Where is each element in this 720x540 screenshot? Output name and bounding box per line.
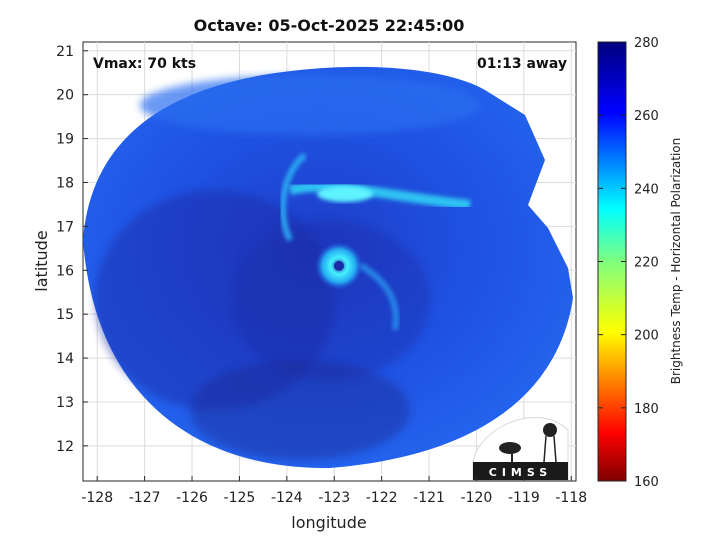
spiral-arm-west — [279, 152, 307, 242]
cold-region-south — [190, 360, 410, 460]
time-away-label: 01:13 away — [477, 56, 567, 72]
tower-leg-left — [543, 435, 547, 463]
cold-region-center — [230, 220, 430, 380]
satellite-dish-icon — [499, 442, 521, 454]
x-tick-label: -127 — [129, 490, 161, 506]
y-tick-label: 20 — [56, 88, 74, 104]
x-tick-label: -119 — [508, 490, 540, 506]
storm-eye — [333, 260, 344, 271]
colorbar-tick-label: 220 — [634, 256, 659, 271]
colorbar-tick-label: 260 — [634, 109, 659, 124]
colorbar-tick-label: 160 — [634, 475, 659, 490]
y-axis-label: latitude — [32, 230, 51, 291]
spiral-arm-east — [358, 262, 399, 331]
warm-band-north — [140, 75, 480, 135]
x-tick-label: -125 — [224, 490, 256, 506]
x-tick-label: -121 — [413, 490, 445, 506]
x-tick-label: -124 — [271, 490, 303, 506]
y-tick-label: 13 — [56, 395, 74, 411]
tower-leg-right — [553, 435, 557, 463]
x-tick-label: -128 — [81, 490, 113, 506]
radar-dome-icon — [543, 423, 557, 437]
y-tick-label: 19 — [56, 132, 74, 148]
satellite-swath — [83, 66, 573, 469]
x-tick-label: -123 — [318, 490, 350, 506]
colorbar-tick-label: 180 — [634, 402, 659, 417]
colorbar: 160 180 200 220 240 260 280 Brightness Temp - … — [597, 36, 683, 490]
y-axis-ticks: 12 13 14 15 16 17 18 19 20 21 — [56, 44, 88, 455]
colorbar-label: Brightness Temp - Horizontal Polarizatio… — [669, 138, 683, 385]
y-tick-label: 15 — [56, 307, 74, 323]
y-tick-label: 12 — [56, 439, 74, 455]
y-tick-label: 18 — [56, 175, 74, 191]
colorbar-ticks: 160 180 200 220 240 260 280 — [598, 36, 659, 490]
cimss-logo: CIMSS — [472, 417, 569, 481]
y-tick-label: 21 — [56, 44, 74, 60]
logo-bar — [473, 462, 568, 480]
chart-title: Octave: 05-Oct-2025 22:45:00 — [194, 16, 465, 35]
rain-band-core — [317, 186, 373, 202]
x-axis-label: longitude — [291, 513, 366, 532]
vmax-label: Vmax: 70 kts — [93, 56, 196, 72]
y-tick-label: 17 — [56, 219, 74, 235]
colorbar-tick-label: 240 — [634, 182, 659, 197]
x-tick-label: -118 — [555, 490, 587, 506]
x-tick-label: -126 — [176, 490, 208, 506]
colorbar-tick-label: 280 — [634, 36, 659, 51]
x-tick-label: -120 — [461, 490, 493, 506]
logo-text: CIMSS — [489, 466, 552, 479]
colorbar-tick-label: 200 — [634, 329, 659, 344]
y-tick-label: 14 — [56, 351, 74, 367]
y-tick-label: 16 — [56, 263, 74, 279]
x-tick-label: -122 — [366, 490, 398, 506]
x-axis-ticks: -128 -127 -126 -125 -124 -123 -122 -121 -120 -119… — [81, 476, 587, 506]
